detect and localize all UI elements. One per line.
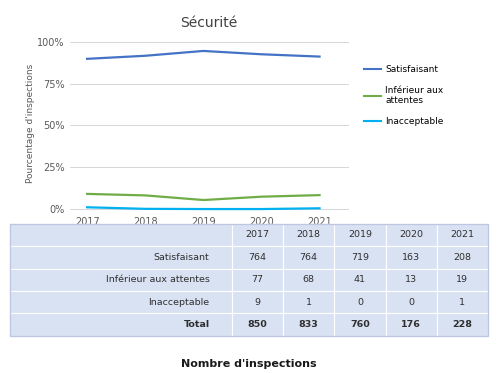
Y-axis label: Pourcentage d'inspections: Pourcentage d'inspections [25,63,34,183]
Legend: Satisfaisant, Inférieur aux
attentes, Inacceptable: Satisfaisant, Inférieur aux attentes, In… [364,65,443,126]
Title: Sécurité: Sécurité [181,16,238,29]
Text: Nombre d'inspections: Nombre d'inspections [181,359,317,369]
